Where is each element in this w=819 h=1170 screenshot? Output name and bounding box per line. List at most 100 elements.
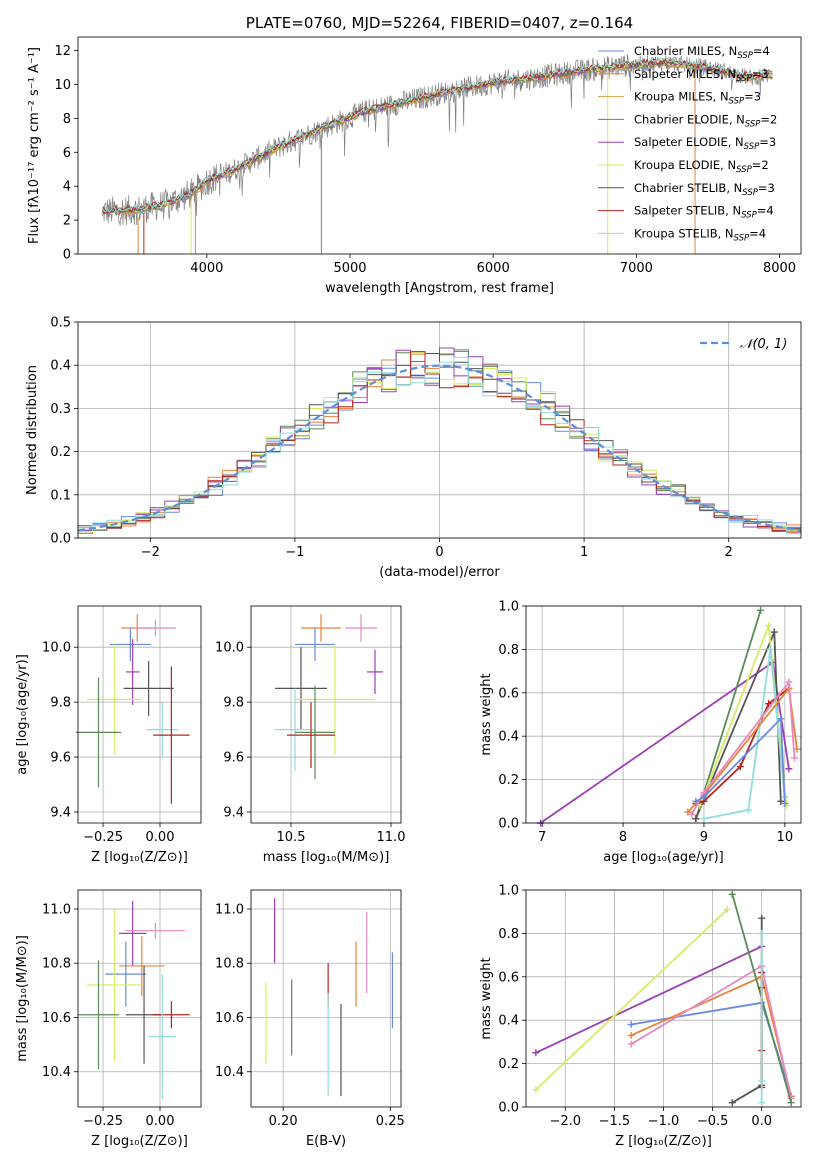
- legend-entry: Kroupa STELIB, NSSP=4: [634, 226, 766, 243]
- error-bar-point: [153, 1001, 190, 1029]
- legend-entry: Salpeter ELODIE, NSSP=3: [634, 135, 776, 152]
- weight-point-marker: [758, 929, 766, 937]
- weight-point-marker: [700, 815, 708, 823]
- x-axis-label: (data-model)/error: [379, 565, 500, 580]
- x-axis-label: wavelength [Angstrom, rest frame]: [325, 281, 554, 296]
- y-tick-label: 10: [54, 78, 71, 93]
- x-tick-label: 0.00: [146, 1114, 175, 1129]
- residual-histogram-panel: −2 −1 0 1 2 0.0 0.1 0.2 0.3 0.4 0.5 (data-model)/er…: [25, 316, 802, 580]
- x-tick-label: 0.0: [751, 1114, 772, 1129]
- weight-point-marker: [758, 1099, 766, 1107]
- weight-point-marker: [723, 906, 731, 914]
- y-tick-label: 0.8: [498, 927, 519, 942]
- weight-point-marker: [684, 808, 692, 816]
- legend-entry: Kroupa MILES, NSSP=3: [634, 90, 761, 107]
- legend-entry: Chabrier ELODIE, NSSP=2: [634, 112, 777, 129]
- weight-point-marker: [766, 645, 774, 653]
- x-tick-label: 0.00: [146, 830, 175, 845]
- weight-point-marker: [785, 678, 793, 686]
- y-tick-label: 0.0: [498, 817, 519, 832]
- y-tick-label: 9.6: [50, 751, 71, 766]
- weight-point-marker: [757, 606, 765, 614]
- weight-point-marker: [785, 765, 793, 773]
- y-tick-label: 9.6: [223, 751, 244, 766]
- y-tick-label: 0.2: [498, 1057, 519, 1072]
- x-tick-label: −0.5: [697, 1114, 729, 1129]
- y-tick-label: 10.0: [42, 641, 71, 656]
- y-tick-label: 10.4: [215, 1065, 244, 1080]
- y-tick-label: 4: [63, 180, 71, 195]
- weight-point-marker: [688, 810, 696, 818]
- model-spectrum-salpeter-stelib: [101, 57, 773, 214]
- weight-point-marker: [627, 1040, 635, 1048]
- y-tick-label: 10.4: [42, 1065, 71, 1080]
- y-tick-label: 10.6: [42, 1011, 71, 1026]
- error-bar-point: [119, 900, 147, 966]
- y-tick-label: 1.0: [498, 600, 519, 615]
- x-tick-label: 7000: [620, 261, 653, 276]
- y-tick-label: 0.8: [498, 643, 519, 658]
- y-tick-label: 9.8: [50, 696, 71, 711]
- x-axis-label: age [log₁₀(age/yr)]: [603, 850, 724, 865]
- x-tick-label: −1: [285, 545, 304, 560]
- error-bar-point: [87, 908, 142, 1061]
- y-tick-label: 0.4: [498, 1014, 519, 1029]
- weight-point-marker: [692, 815, 700, 823]
- y-tick-label: 11.0: [42, 902, 71, 917]
- x-axis-label: E(B-V): [306, 1134, 346, 1149]
- axes-frame: [77, 36, 802, 255]
- weight-point-marker: [765, 700, 773, 708]
- weight-point-marker: [777, 797, 785, 805]
- weight-point-marker: [728, 1099, 736, 1107]
- weight-point-marker: [777, 715, 785, 723]
- x-tick-label: −1.5: [599, 1114, 631, 1129]
- x-axis-label: Z [log₁₀(Z/Z⊙)]: [91, 850, 188, 865]
- x-tick-label: 10: [777, 830, 794, 845]
- y-tick-label: 6: [63, 146, 71, 161]
- y-tick-label: 8: [63, 112, 71, 127]
- weight-point-marker: [728, 890, 736, 898]
- model-spectrum-kroupa-stelib: [101, 57, 773, 213]
- error-bar-point: [125, 638, 140, 705]
- y-tick-label: 0.1: [50, 488, 71, 503]
- axes-frame: [77, 889, 202, 1108]
- legend-entry: Chabrier MILES, NSSP=4: [634, 44, 770, 61]
- y-axis-label: Normed distribution: [25, 365, 40, 495]
- x-tick-label: −2: [141, 545, 160, 560]
- weight-point-marker: [787, 1099, 795, 1107]
- mass-vs-ebv-panel: 0.20 0.25 10.4 10.6 10.8 11.0 E(B-V): [215, 889, 405, 1149]
- error-bar-point: [295, 627, 335, 661]
- x-tick-label: 4000: [190, 261, 223, 276]
- legend-entry: 𝒩(0, 1): [740, 337, 787, 352]
- x-tick-label: 6000: [477, 261, 510, 276]
- weight-point-marker: [736, 763, 744, 771]
- weight-point-marker: [700, 793, 708, 801]
- x-tick-label: 7: [538, 830, 546, 845]
- weight-point-marker: [765, 622, 773, 630]
- error-bar-point: [301, 614, 341, 642]
- y-tick-label: 0.2: [498, 773, 519, 788]
- x-axis-label: Z [log₁₀(Z/Z⊙)]: [615, 1134, 712, 1149]
- error-bar-point: [119, 936, 165, 996]
- error-bar-point: [345, 614, 377, 642]
- y-tick-label: 2: [63, 214, 71, 229]
- age-vs-metallicity-panel: −0.25 0.00 9.4 9.6 9.8 10.0 Z [log₁₀(Z/Z⊙)] age…: [15, 605, 202, 865]
- error-bar-point: [367, 649, 383, 694]
- y-axis-label: age [log₁₀(age/yr)]: [15, 654, 30, 775]
- error-bar-point: [287, 702, 335, 769]
- y-tick-label: 0.4: [50, 359, 71, 374]
- legend-entry: Chabrier STELIB, NSSP=3: [634, 181, 775, 198]
- axes-frame: [250, 605, 402, 824]
- error-bar-point: [146, 702, 179, 758]
- y-tick-label: 0.0: [50, 532, 71, 547]
- y-tick-label: 9.4: [50, 806, 71, 821]
- y-tick-label: 0: [63, 248, 71, 263]
- weight-series-line: [535, 945, 763, 1054]
- y-tick-label: 11.0: [215, 902, 244, 917]
- y-tick-label: 0.6: [498, 686, 519, 701]
- weight-point-marker: [532, 1086, 540, 1094]
- error-bar-point: [148, 974, 176, 1099]
- weight-series-line: [535, 908, 728, 1091]
- weight-series-line: [703, 649, 786, 820]
- y-tick-label: 0.6: [498, 970, 519, 985]
